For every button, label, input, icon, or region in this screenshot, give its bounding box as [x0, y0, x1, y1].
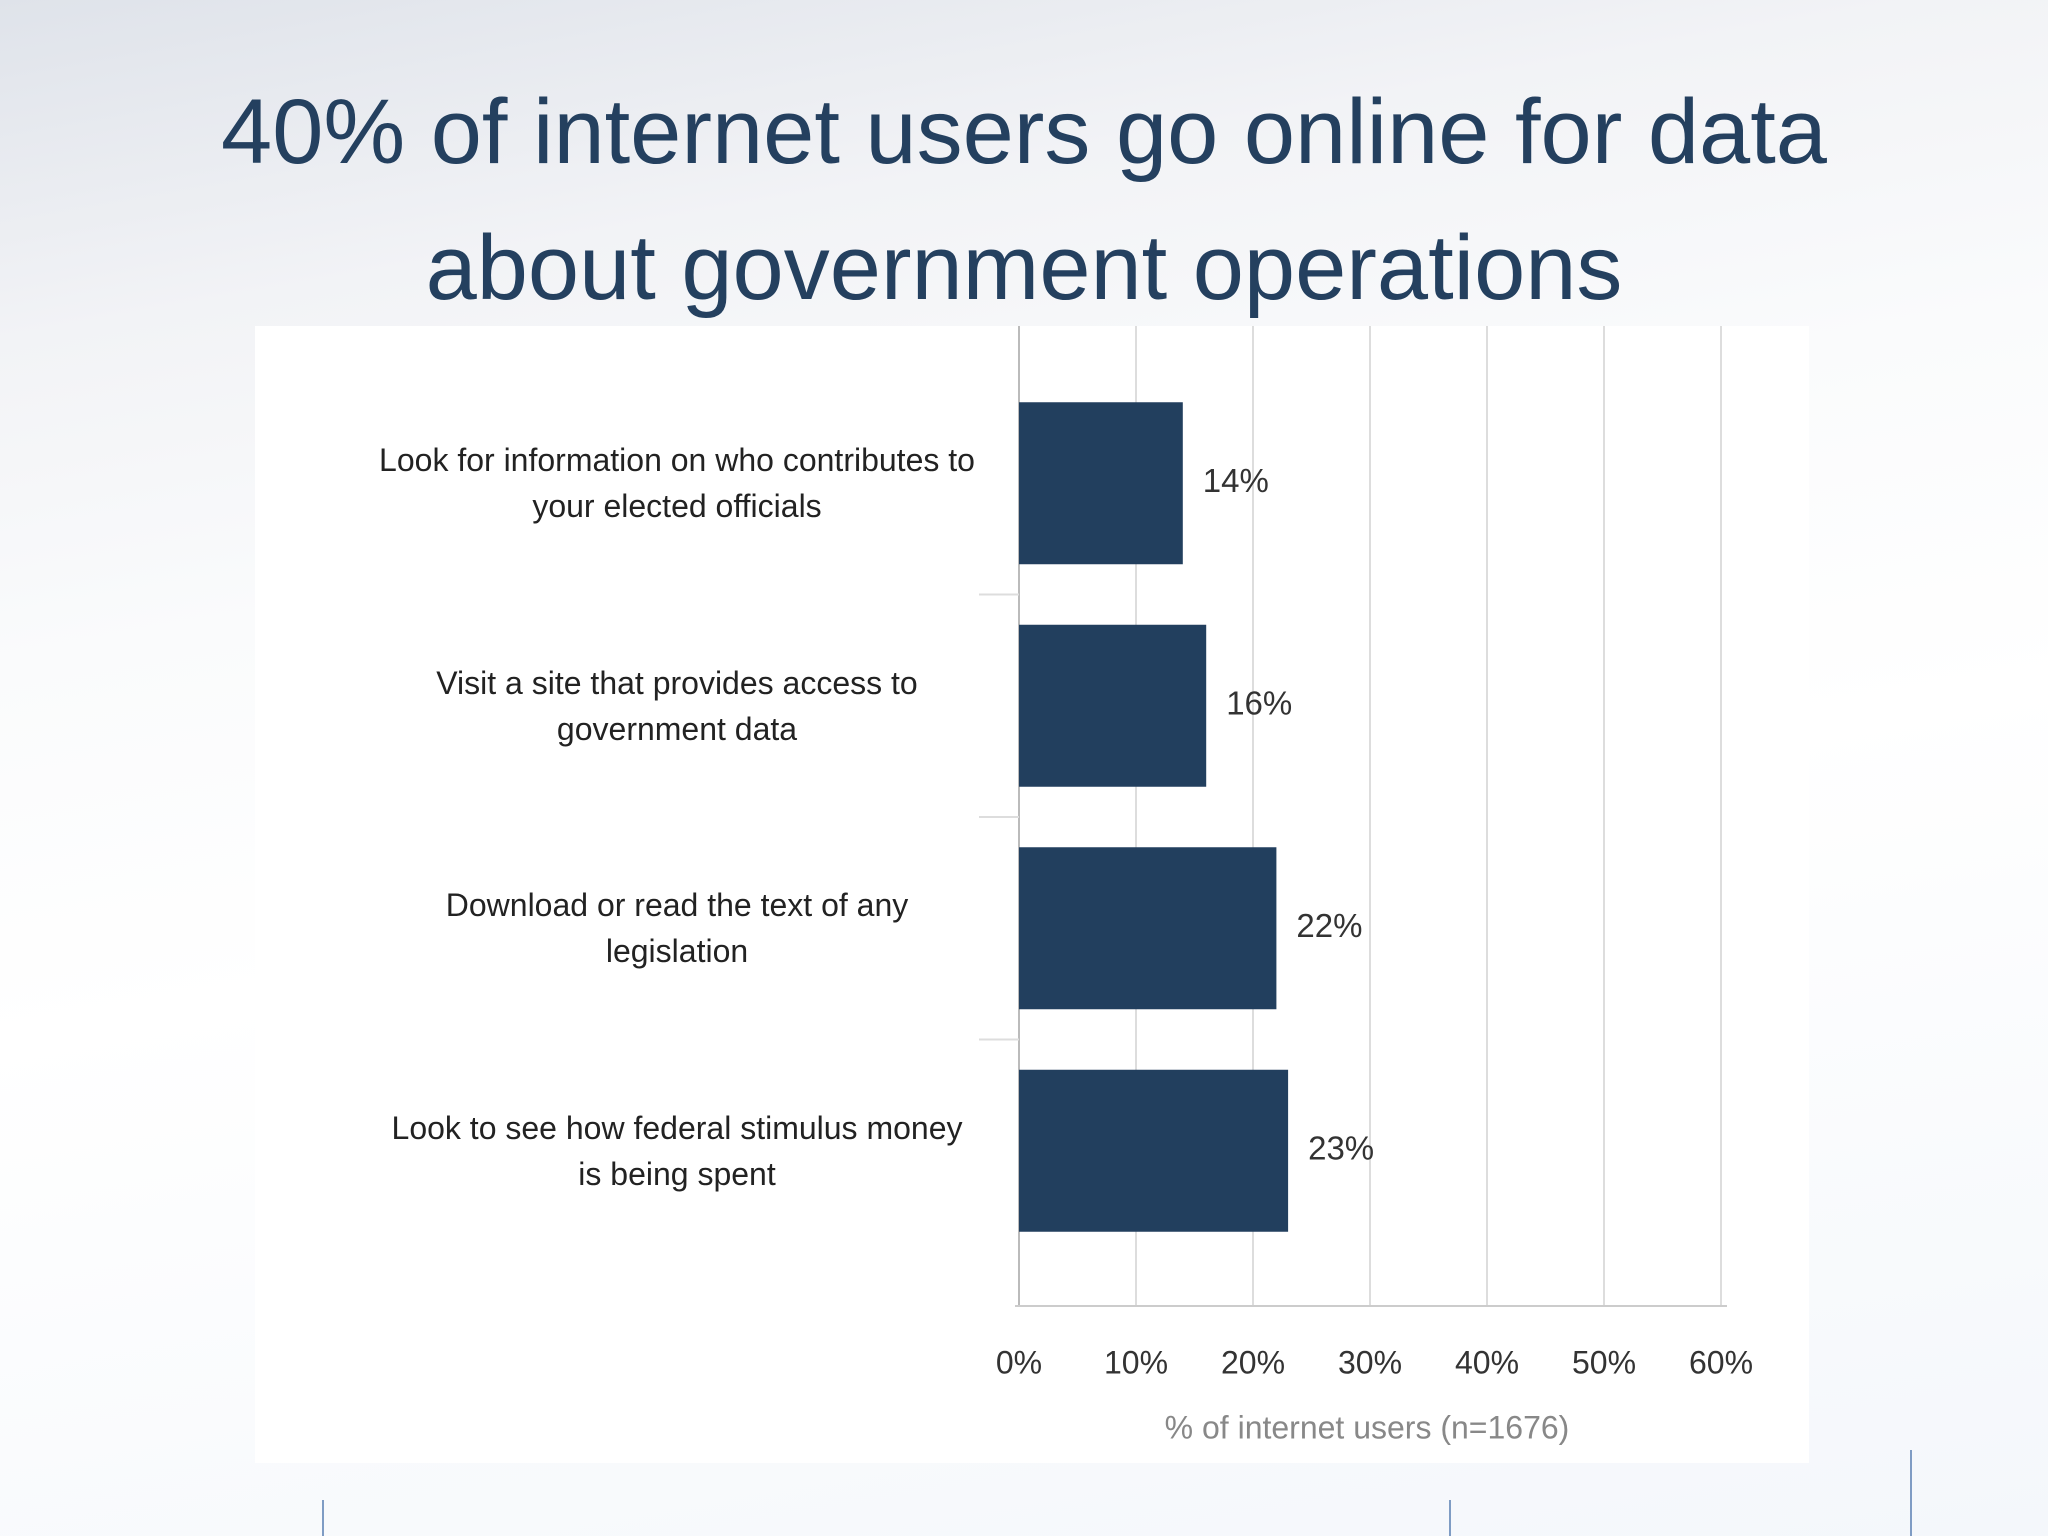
- category-label: Look to see how federal stimulus money i…: [391, 1109, 963, 1192]
- category-label: Download or read the text of any legisla…: [445, 887, 909, 970]
- x-tick-label: 30%: [1338, 1344, 1402, 1380]
- category-label: Look for information on who contributes …: [379, 442, 975, 525]
- x-tick-label: 50%: [1572, 1344, 1636, 1380]
- x-tick-label: 40%: [1455, 1344, 1519, 1380]
- value-label: 22%: [1296, 907, 1362, 944]
- x-tick-label: 60%: [1689, 1344, 1753, 1380]
- category-label: Visit a site that provides access to gov…: [436, 664, 918, 747]
- x-tick-label: 0%: [996, 1344, 1042, 1380]
- x-axis-label: % of internet users (n=1676): [1165, 1409, 1570, 1445]
- bar: [1019, 1069, 1289, 1232]
- x-tick-label: 20%: [1221, 1344, 1285, 1380]
- x-tick-label: 10%: [1104, 1344, 1168, 1380]
- slide-title: 40% of internet users go online for data…: [221, 81, 1827, 319]
- value-label: 14%: [1203, 462, 1269, 499]
- bar: [1019, 624, 1207, 787]
- value-label: 23%: [1308, 1129, 1374, 1166]
- value-label: 16%: [1226, 684, 1292, 721]
- bar: [1019, 402, 1183, 565]
- bar: [1019, 847, 1277, 1010]
